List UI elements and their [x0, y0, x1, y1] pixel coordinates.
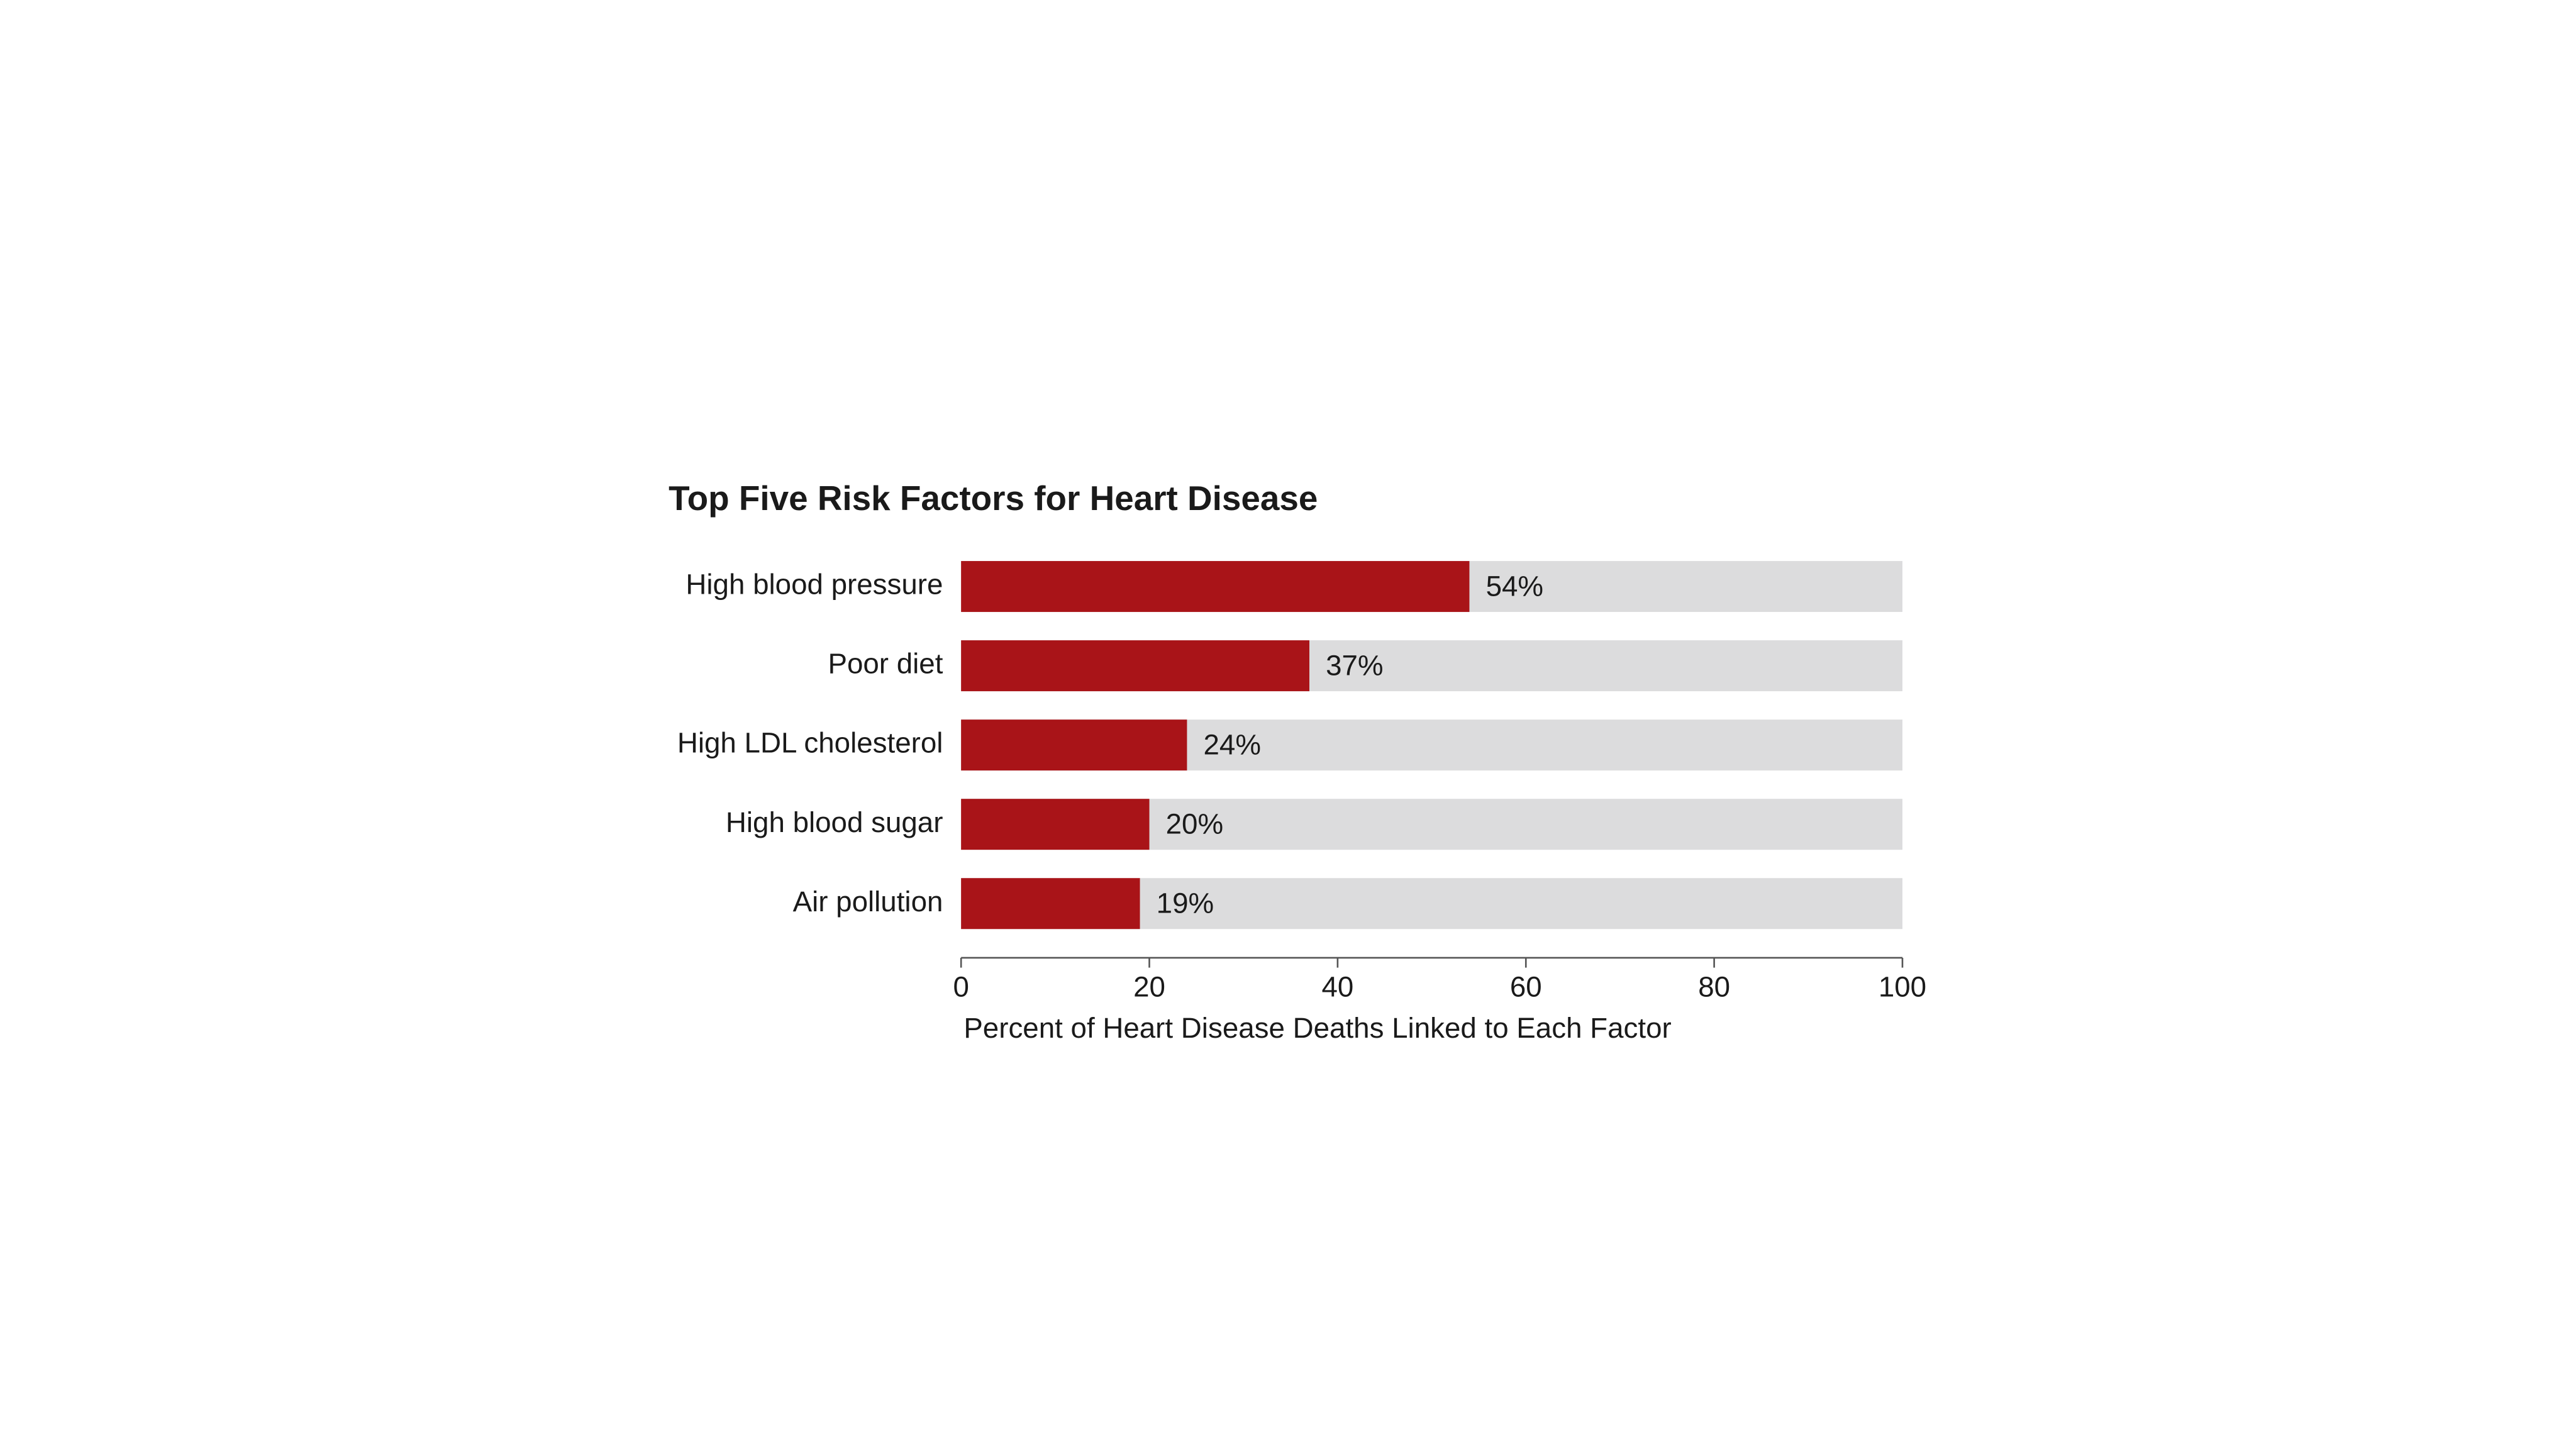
- value-label: 37%: [1326, 649, 1383, 681]
- y-tick-label: Poor diet: [828, 648, 943, 680]
- chart-title: Top Five Risk Factors for Heart Disease: [669, 479, 1318, 518]
- bar: [961, 799, 1150, 850]
- y-tick-label: Air pollution: [793, 886, 943, 918]
- bar: [961, 561, 1470, 613]
- bar: [961, 640, 1309, 692]
- bar: [961, 719, 1187, 771]
- value-label: 20%: [1166, 808, 1223, 840]
- x-tick-label: 40: [1321, 971, 1353, 1003]
- x-tick-label: 20: [1133, 971, 1165, 1003]
- value-label: 54%: [1486, 570, 1543, 602]
- y-tick-label: High LDL cholesterol: [677, 727, 943, 759]
- x-tick-label: 80: [1698, 971, 1730, 1003]
- x-tick-label: 0: [953, 971, 969, 1003]
- y-tick-label: High blood sugar: [726, 806, 943, 838]
- x-tick-label: 60: [1510, 971, 1542, 1003]
- bar: [961, 878, 1140, 930]
- value-label: 24%: [1204, 728, 1261, 760]
- value-label: 19%: [1157, 887, 1214, 919]
- x-tick-label: 100: [1879, 971, 1926, 1003]
- x-axis-title: Percent of Heart Disease Deaths Linked t…: [963, 1012, 1671, 1044]
- y-tick-label: High blood pressure: [686, 569, 943, 601]
